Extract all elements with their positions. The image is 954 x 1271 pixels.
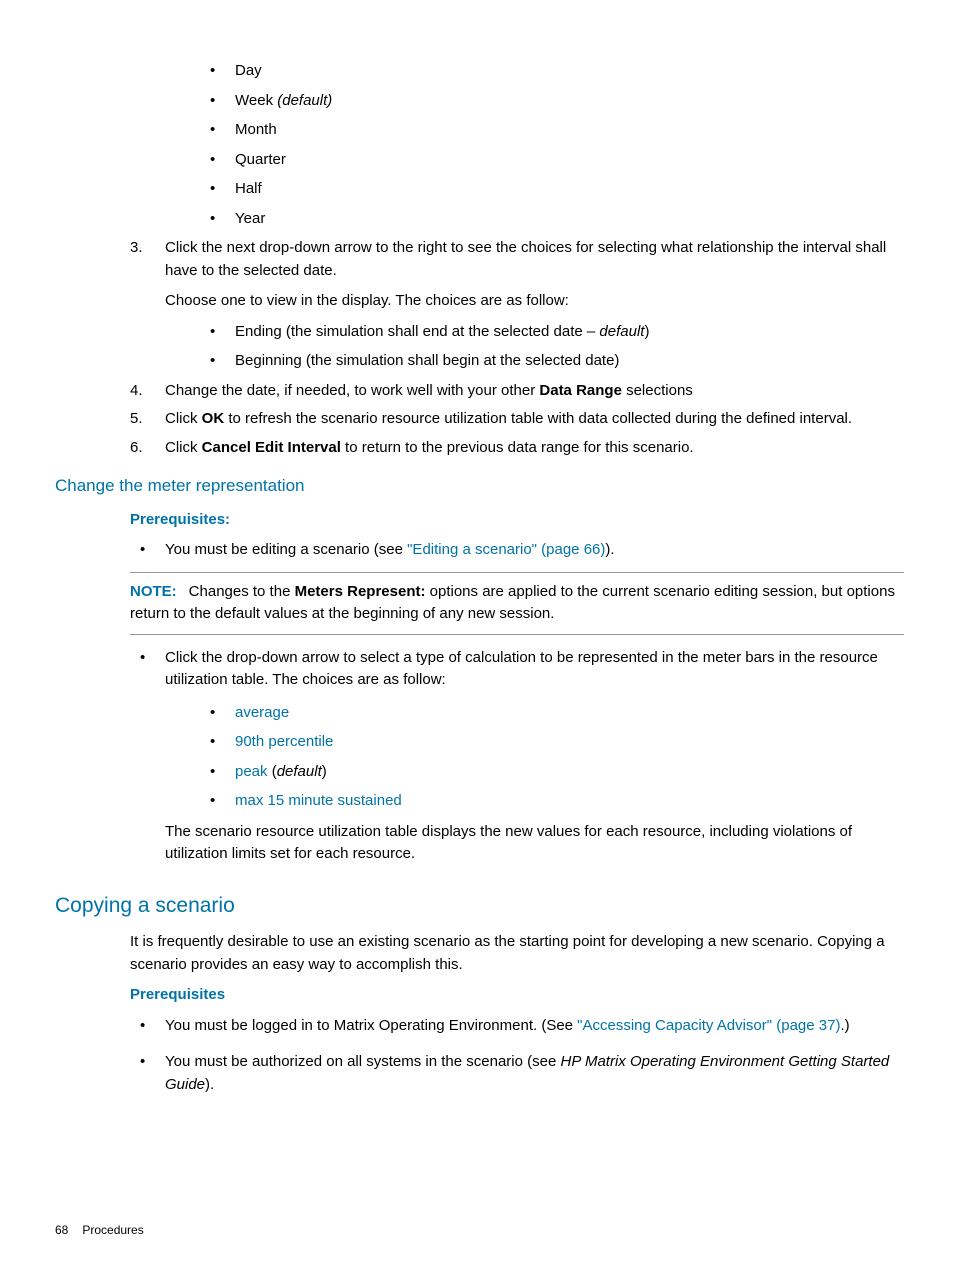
list-item: Day [200, 60, 904, 83]
list-item: Year [200, 208, 904, 231]
step-number: 5. [130, 408, 143, 431]
copying-heading: Copying a scenario [55, 890, 904, 922]
step-text: Click Cancel Edit Interval to return to … [165, 439, 694, 456]
list-item: You must be logged in to Matrix Operatin… [130, 1015, 904, 1038]
step-number: 6. [130, 437, 143, 460]
meter-heading: Change the meter representation [55, 473, 904, 499]
editing-scenario-link[interactable]: "Editing a scenario" (page 66) [407, 541, 605, 558]
note-text: Changes to the Meters Represent: options… [130, 583, 895, 623]
list-item: max 15 minute sustained [200, 790, 904, 813]
list-item: average [200, 702, 904, 725]
calc-type-link[interactable]: max 15 minute sustained [235, 792, 402, 809]
step-number: 3. [130, 237, 143, 260]
list-item: Half [200, 178, 904, 201]
calc-intro-list: Click the drop-down arrow to select a ty… [130, 647, 904, 866]
list-item: Click the drop-down arrow to select a ty… [130, 647, 904, 866]
note-box: NOTE:Changes to the Meters Represent: op… [130, 572, 904, 635]
list-item: Month [200, 119, 904, 142]
calc-type-link[interactable]: peak [235, 763, 268, 780]
step-text: Change the date, if needed, to work well… [165, 382, 693, 399]
calc-outro-text: The scenario resource utilization table … [165, 821, 904, 866]
step-text: Choose one to view in the display. The c… [165, 290, 904, 313]
copy-intro-text: It is frequently desirable to use an exi… [130, 931, 904, 976]
calc-type-link[interactable]: 90th percentile [235, 733, 333, 750]
calc-intro-text: Click the drop-down arrow to select a ty… [165, 647, 904, 692]
section-name: Procedures [82, 1223, 143, 1237]
list-item: Beginning (the simulation shall begin at… [200, 350, 904, 373]
accessing-advisor-link[interactable]: "Accessing Capacity Advisor" (page 37) [577, 1017, 840, 1034]
step-text: Click OK to refresh the scenario resourc… [165, 410, 852, 427]
step-text: Click the next drop-down arrow to the ri… [165, 237, 904, 282]
copy-prereq-list: You must be logged in to Matrix Operatin… [130, 1015, 904, 1097]
list-item: You must be editing a scenario (see "Edi… [130, 539, 904, 562]
prerequisites-label: Prerequisites: [130, 509, 904, 532]
step-5: 5. Click OK to refresh the scenario reso… [130, 408, 904, 431]
relationship-list: Ending (the simulation shall end at the … [200, 321, 904, 373]
step-3: 3. Click the next drop-down arrow to the… [130, 237, 904, 373]
list-item: Ending (the simulation shall end at the … [200, 321, 904, 344]
interval-units-list: Day Week (default) Month Quarter Half Year [200, 60, 904, 230]
page-number: 68 [55, 1223, 68, 1237]
list-item: peak (default) [200, 761, 904, 784]
note-label: NOTE: [130, 583, 177, 600]
step-6: 6. Click Cancel Edit Interval to return … [130, 437, 904, 460]
calc-type-list: average 90th percentile peak (default) max … [200, 702, 904, 813]
list-item: Week (default) [200, 90, 904, 113]
list-item: Quarter [200, 149, 904, 172]
list-item: 90th percentile [200, 731, 904, 754]
prerequisites-label: Prerequisites [130, 984, 904, 1007]
calc-type-link[interactable]: average [235, 704, 289, 721]
step-4: 4. Change the date, if needed, to work w… [130, 380, 904, 403]
meter-prereq-list: You must be editing a scenario (see "Edi… [130, 539, 904, 562]
page-footer: 68 Procedures [55, 1221, 144, 1239]
list-item: You must be authorized on all systems in… [130, 1051, 904, 1096]
step-number: 4. [130, 380, 143, 403]
